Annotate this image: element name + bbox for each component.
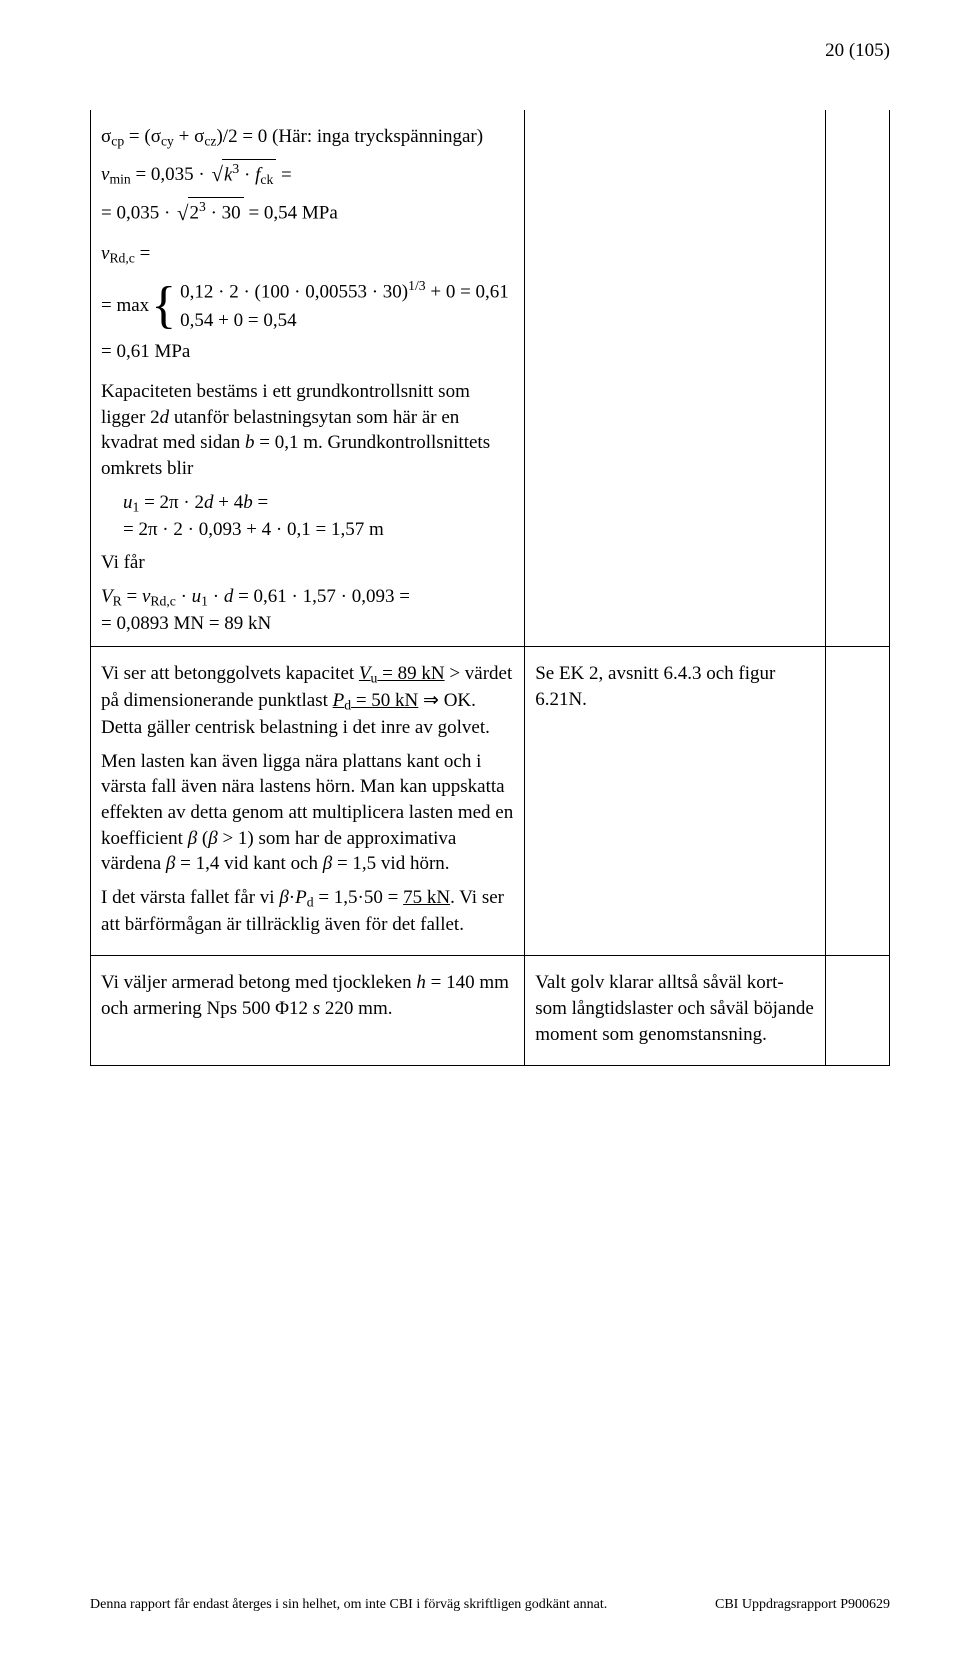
r2-right: Se EK 2, avsnitt 6.4.3 och figur 6.21N. [525, 647, 826, 956]
r3-left: Vi väljer armerad betong med tjockleken … [91, 956, 525, 1066]
vr-a: VR = vRd,c · u1 · d = 0,61 · 1,57 · 0,09… [101, 584, 514, 611]
content-body: σcp = (σcy + σcz)/2 = 0 (Här: inga tryck… [90, 110, 890, 1066]
footer-right: CBI Uppdragsrapport P900629 [715, 1597, 890, 1613]
vrdc-max: = max { 0,12 · 2 · (100 · 0,00553 · 30)1… [101, 276, 514, 336]
footer-left: Denna rapport får endast återges i sin h… [90, 1597, 607, 1613]
brace-l1: 0,12 · 2 · (100 · 0,00553 · 30)1/3 + 0 =… [180, 276, 509, 307]
footer: Denna rapport får endast återges i sin h… [90, 1597, 890, 1613]
r2-p3: I det värsta fallet får vi β·Pd = 1,5·50… [101, 885, 514, 938]
vrdc-head: vRd,c = [101, 241, 514, 268]
vrdc-result: = 0,61 MPa [101, 339, 514, 365]
r1-left: σcp = (σcy + σcz)/2 = 0 (Här: inga tryck… [91, 110, 525, 647]
r1-right [525, 110, 826, 647]
r2-left: Vi ser att betonggolvets kapacitet Vu = … [91, 647, 525, 956]
page-number: 20 (105) [825, 40, 890, 62]
max-prefix: = max [101, 293, 149, 319]
r2-p1: Vi ser att betonggolvets kapacitet Vu = … [101, 661, 514, 740]
vmin-line2: = 0,035 · 23 · 30 = 0,54 MPa [101, 197, 514, 227]
u1-b: = 2π · 2 · 0,093 + 4 · 0,1 = 1,57 m [123, 517, 514, 543]
main-table: σcp = (σcy + σcz)/2 = 0 (Här: inga tryck… [90, 110, 890, 1066]
r3-right: Valt golv klarar alltså såväl kort- som … [525, 956, 826, 1066]
u1-a: u1 = 2π · 2d + 4b = [123, 490, 514, 517]
r2-narrow [826, 647, 890, 956]
brace-l2: 0,54 + 0 = 0,54 [180, 307, 509, 336]
kap-para: Kapaciteten bestäms i ett grundkontrolls… [101, 379, 514, 482]
sigma-line: σcp = (σcy + σcz)/2 = 0 (Här: inga tryck… [101, 124, 514, 151]
r2-p2: Men lasten kan även ligga nära plattans … [101, 749, 514, 877]
r3-narrow [826, 956, 890, 1066]
vmin-line1: vmin = 0,035 · k3 · fck = [101, 159, 514, 189]
left-brace-icon: { [151, 280, 176, 332]
r1-narrow [826, 110, 890, 647]
vi-far: Vi får [101, 550, 514, 576]
vr-b: = 0,0893 MN = 89 kN [101, 611, 514, 637]
